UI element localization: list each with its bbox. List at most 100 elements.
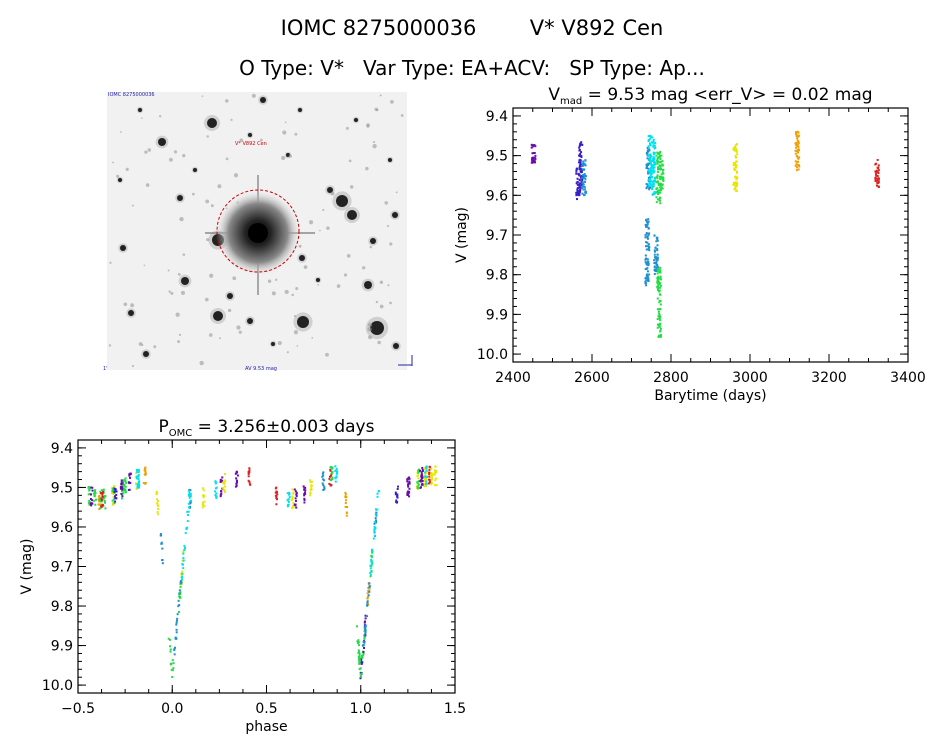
data-point xyxy=(121,495,124,498)
data-point xyxy=(144,466,147,469)
data-point xyxy=(364,625,367,628)
faint-star xyxy=(367,322,373,328)
x-tick-label: 3400 xyxy=(890,370,926,386)
data-point xyxy=(407,492,410,495)
data-point xyxy=(334,469,337,472)
data-point xyxy=(649,159,652,162)
data-point xyxy=(649,161,652,164)
data-point xyxy=(373,522,376,525)
data-point xyxy=(276,491,279,494)
data-point xyxy=(652,151,655,154)
data-point xyxy=(122,489,125,492)
data-point xyxy=(531,158,534,161)
data-point xyxy=(576,181,579,184)
data-point xyxy=(322,478,325,481)
data-point xyxy=(735,184,738,187)
data-point xyxy=(646,222,649,225)
faint-star xyxy=(204,297,209,302)
plot-title: POMC = 3.256±0.003 days xyxy=(159,417,375,439)
data-point xyxy=(276,493,279,496)
data-point xyxy=(575,172,578,175)
data-point xyxy=(179,592,182,595)
data-point xyxy=(656,323,659,326)
data-point xyxy=(357,639,360,642)
faint-star xyxy=(209,273,214,278)
faint-star xyxy=(119,131,122,133)
faint-star xyxy=(236,325,241,330)
data-point xyxy=(644,280,647,283)
data-point xyxy=(309,494,312,497)
data-point xyxy=(408,487,411,490)
data-point xyxy=(113,485,116,488)
data-point xyxy=(214,494,217,497)
faint-star xyxy=(177,340,181,344)
data-point xyxy=(180,581,183,584)
data-point xyxy=(874,179,877,182)
data-point xyxy=(534,154,537,157)
data-point xyxy=(407,483,410,486)
data-point xyxy=(798,156,801,159)
data-point xyxy=(408,477,411,480)
data-point xyxy=(582,168,585,171)
data-point xyxy=(434,479,437,482)
data-point xyxy=(655,261,658,264)
data-point xyxy=(364,624,367,627)
data-point xyxy=(580,180,583,183)
data-point xyxy=(583,180,586,183)
data-point xyxy=(653,158,656,161)
data-point xyxy=(533,152,536,155)
data-point xyxy=(396,487,399,490)
data-point xyxy=(645,245,648,248)
data-point xyxy=(736,153,739,156)
data-point xyxy=(654,191,657,194)
data-point xyxy=(656,159,659,162)
data-point xyxy=(362,651,365,654)
data-point xyxy=(160,534,163,537)
data-point xyxy=(661,177,664,180)
faint-star xyxy=(141,117,143,119)
data-point xyxy=(362,654,365,657)
data-point xyxy=(661,187,664,190)
data-point xyxy=(102,497,105,500)
data-point xyxy=(651,136,654,139)
data-point xyxy=(111,491,114,494)
data-point xyxy=(134,476,137,479)
data-point xyxy=(876,184,879,187)
data-point xyxy=(180,580,183,583)
data-point xyxy=(90,503,93,506)
data-point xyxy=(364,614,367,617)
data-point xyxy=(659,154,662,157)
data-point xyxy=(876,181,879,184)
data-point xyxy=(656,264,659,267)
data-point xyxy=(310,488,313,491)
data-point xyxy=(329,466,332,469)
data-point xyxy=(646,225,649,228)
data-point xyxy=(114,500,117,503)
data-point xyxy=(732,147,735,150)
faint-star xyxy=(390,99,394,104)
data-point xyxy=(656,151,659,154)
faint-star xyxy=(375,300,379,304)
data-point xyxy=(646,241,649,244)
data-point xyxy=(658,155,661,158)
data-point xyxy=(657,323,660,326)
data-point xyxy=(646,165,649,168)
data-point xyxy=(121,484,124,487)
star xyxy=(347,210,357,220)
y-axis-label: V (mag) xyxy=(19,538,35,594)
data-point xyxy=(659,303,662,306)
data-point xyxy=(659,150,662,153)
data-point xyxy=(653,268,656,271)
data-point xyxy=(423,485,426,488)
faint-star xyxy=(138,342,143,346)
data-point xyxy=(658,161,661,164)
data-point xyxy=(646,146,649,149)
data-point xyxy=(102,505,105,508)
data-point xyxy=(124,488,127,491)
data-point xyxy=(101,499,104,502)
sky-stars xyxy=(108,93,404,368)
data-point xyxy=(124,490,127,493)
y-tick-label: 9.8 xyxy=(51,599,73,615)
data-point xyxy=(361,656,364,659)
y-tick-label: 9.5 xyxy=(486,149,508,165)
